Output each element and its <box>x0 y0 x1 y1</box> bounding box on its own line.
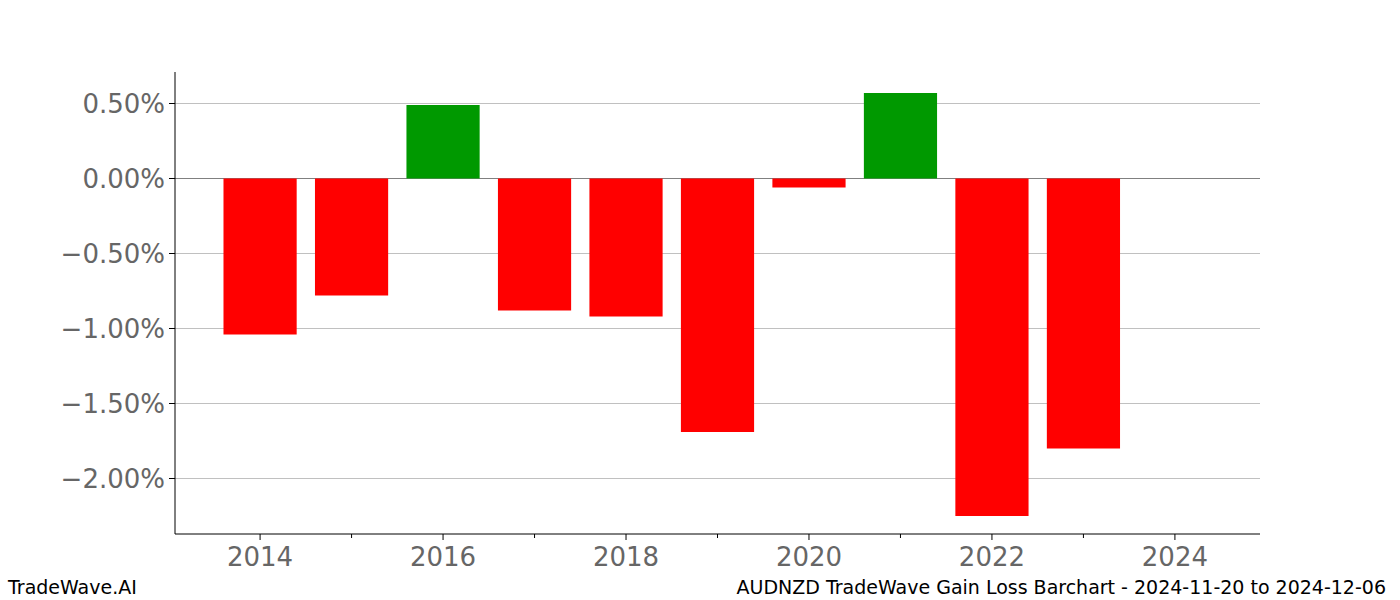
bar <box>498 179 571 311</box>
bar <box>955 179 1028 517</box>
y-tick <box>169 178 175 179</box>
bar <box>864 93 937 179</box>
y-tick <box>169 253 175 254</box>
x-tick <box>443 534 444 540</box>
grid-line <box>175 478 1260 479</box>
y-tick-label: −1.00% <box>61 314 165 344</box>
x-tick <box>626 534 627 540</box>
x-tick-label: 2024 <box>1142 542 1208 572</box>
x-minor-tick <box>351 534 352 538</box>
y-tick-label: −0.50% <box>61 239 165 269</box>
bar <box>772 179 845 188</box>
x-minor-tick <box>717 534 718 538</box>
x-tick-label: 2016 <box>410 542 476 572</box>
x-tick-label: 2018 <box>593 542 659 572</box>
bar <box>681 179 754 433</box>
bar <box>223 179 296 335</box>
y-tick-label: −1.50% <box>61 389 165 419</box>
y-axis <box>175 72 176 534</box>
bar <box>315 179 388 296</box>
y-tick-label: 0.50% <box>82 89 165 119</box>
watermark: TradeWave.AI <box>7 576 137 598</box>
x-tick <box>991 534 992 540</box>
x-tick <box>260 534 261 540</box>
bar <box>1047 179 1120 449</box>
x-tick-label: 2014 <box>227 542 293 572</box>
x-minor-tick <box>900 534 901 538</box>
x-tick-label: 2020 <box>776 542 842 572</box>
bar <box>589 179 662 317</box>
x-minor-tick <box>1083 534 1084 538</box>
y-tick-label: 0.00% <box>82 164 165 194</box>
y-tick <box>169 103 175 104</box>
bar <box>406 105 479 179</box>
bars <box>223 93 1120 516</box>
y-tick-label: −2.00% <box>61 464 165 494</box>
x-tick-label: 2022 <box>959 542 1025 572</box>
y-tick <box>169 403 175 404</box>
x-tick <box>1174 534 1175 540</box>
title: AUDNZD TradeWave Gain Loss Barchart - 20… <box>737 576 1386 598</box>
x-tick <box>808 534 809 540</box>
y-tick <box>169 478 175 479</box>
y-tick <box>169 328 175 329</box>
chart: 0.50% 0.00% −0.50% −1.00% −1.50% −2.00% 2014 20… <box>0 0 1400 600</box>
grid-line <box>175 103 1260 104</box>
x-minor-tick <box>534 534 535 538</box>
